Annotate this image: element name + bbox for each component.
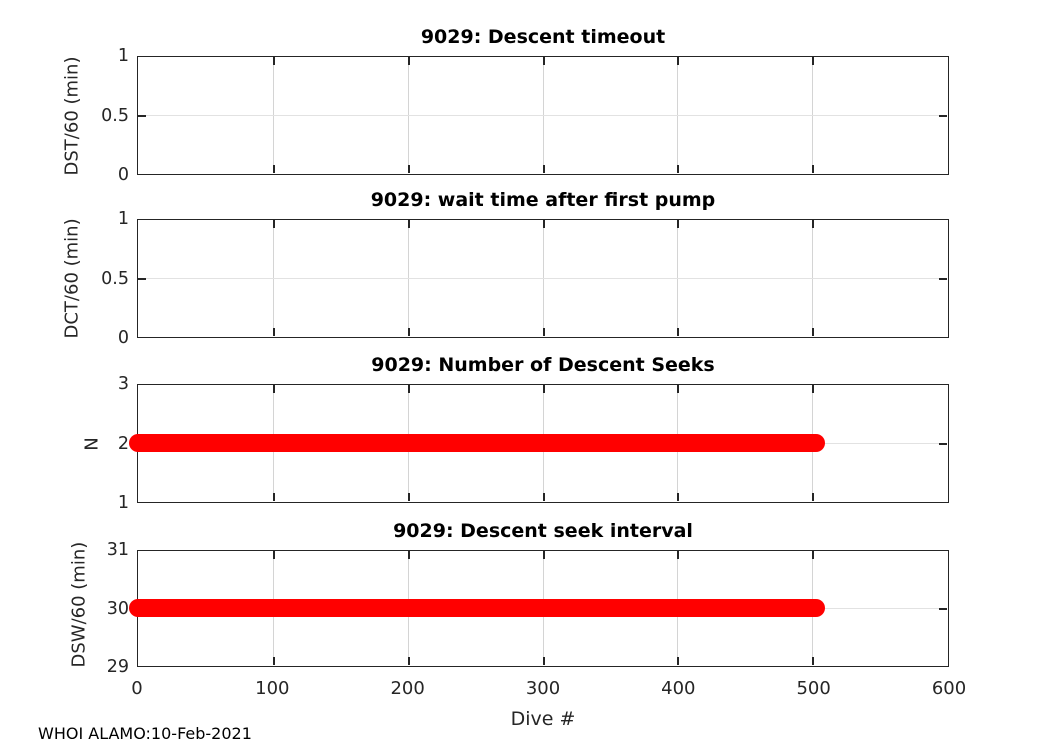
tick-mark-right [939,278,947,280]
y-tick-label: 1 [117,209,129,229]
y-tick-label: 1 [117,493,129,513]
y-tick-label: 0 [117,328,129,348]
tick-mark-bottom [677,657,679,665]
tick-mark-top [273,551,275,559]
tick-mark-bottom [677,165,679,173]
x-tick-label: 600 [931,678,967,699]
x-tick-label: 300 [525,678,561,699]
tick-mark-bottom [812,328,814,336]
tick-mark-bottom [677,493,679,501]
tick-mark-right [939,115,947,117]
tick-mark-top [273,385,275,393]
x-tick-label: 400 [661,678,696,699]
tick-mark-bottom [408,165,410,173]
tick-mark-top [812,385,814,393]
tick-mark-top [543,57,545,65]
plot-area [137,56,949,175]
y-tick-label: 31 [106,540,129,560]
tick-mark-bottom [812,165,814,173]
y-tick-label: 3 [117,374,129,394]
tick-mark-bottom [543,165,545,173]
gridline-horizontal [138,278,947,279]
tick-mark-top [812,551,814,559]
data-series-line [129,599,826,617]
x-axis-label: Dive # [510,708,576,730]
tick-mark-top [812,57,814,65]
x-tick-label: 0 [131,678,143,699]
tick-mark-top [408,551,410,559]
y-tick-label: 0.5 [101,105,129,126]
plot-area [129,384,949,503]
tick-mark-left [138,278,146,280]
tick-mark-bottom [812,493,814,501]
tick-mark-left [138,115,146,117]
tick-mark-bottom [812,657,814,665]
tick-mark-bottom [543,328,545,336]
y-tick-label: 2 [117,433,129,454]
tick-mark-top [677,57,679,65]
tick-mark-top [273,57,275,65]
y-tick-label: 29 [106,657,129,677]
tick-mark-bottom [273,493,275,501]
tick-mark-bottom [543,657,545,665]
tick-mark-bottom [677,328,679,336]
y-tick-label: 0 [117,165,129,185]
tick-mark-bottom [273,328,275,336]
tick-mark-bottom [543,493,545,501]
tick-mark-bottom [273,657,275,665]
tick-mark-right [939,608,947,610]
subplot-title: 9029: Number of Descent Seeks [371,354,715,376]
tick-mark-bottom [408,657,410,665]
tick-mark-top [543,220,545,228]
tick-mark-top [812,220,814,228]
subplot-title: 9029: Descent seek interval [393,520,693,542]
tick-mark-top [408,57,410,65]
tick-mark-bottom [273,165,275,173]
plot-area [129,550,949,667]
tick-mark-top [408,220,410,228]
subplot-title: 9029: wait time after first pump [370,189,716,211]
y-tick-label: 1 [117,46,129,66]
y-tick-label: 30 [106,598,129,619]
tick-mark-top [408,385,410,393]
x-tick-label: 200 [390,678,425,699]
tick-mark-right [939,443,947,445]
tick-mark-bottom [408,493,410,501]
tick-mark-top [273,220,275,228]
tick-mark-top [543,385,545,393]
tick-mark-top [677,385,679,393]
tick-mark-bottom [408,328,410,336]
data-series-line [129,434,826,452]
tick-mark-top [677,551,679,559]
tick-mark-top [543,551,545,559]
tick-mark-top [677,220,679,228]
x-tick-label: 500 [796,678,831,699]
plot-area [137,219,949,338]
x-tick-label: 100 [255,678,290,699]
y-tick-label: 0.5 [101,268,129,289]
gridline-horizontal [138,115,947,116]
subplot-title: 9029: Descent timeout [420,26,666,48]
footer-annotation: WHOI ALAMO:10-Feb-2021 [38,724,252,743]
